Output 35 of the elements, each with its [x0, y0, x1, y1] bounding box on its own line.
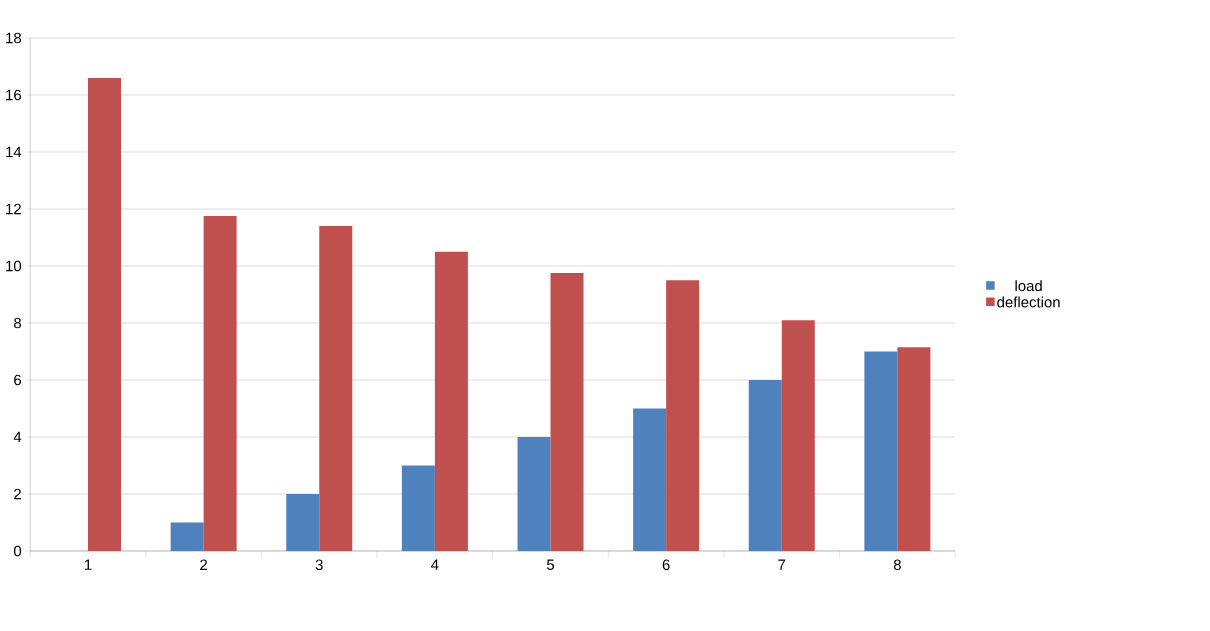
bar: [748, 379, 782, 551]
bar: [633, 408, 667, 551]
y-tick-label: 2: [14, 488, 21, 500]
y-tick-label: 10: [6, 260, 22, 272]
y-tick-label: 4: [13, 431, 22, 443]
bar: [550, 273, 584, 551]
y-tick-label: 16: [6, 89, 22, 101]
bar: [897, 347, 931, 551]
x-tick-label: 2: [200, 559, 208, 570]
y-tick-label: 0: [13, 545, 22, 557]
bar: [781, 320, 815, 551]
x-tick-label: 7: [778, 559, 786, 570]
x-tick-label: 1: [84, 559, 92, 570]
bar: [434, 251, 468, 551]
y-tick-label: 8: [14, 317, 22, 329]
bar: [401, 465, 435, 551]
bar: [170, 522, 204, 551]
x-tick-label: 8: [893, 559, 901, 571]
bar: [203, 216, 237, 551]
y-tick-label: 6: [14, 374, 22, 386]
x-tick-label: 4: [431, 559, 439, 570]
bar: [517, 436, 551, 551]
legend-label: load: [1015, 280, 1042, 292]
bar: [864, 351, 898, 551]
bar: [319, 226, 353, 551]
y-tick-label: 14: [6, 146, 22, 158]
x-tick-label: 6: [662, 559, 670, 571]
bar: [88, 77, 122, 551]
y-tick-label: 18: [6, 32, 22, 44]
x-tick-label: 5: [546, 559, 555, 570]
bar: [286, 493, 320, 551]
x-tick-label: 3: [315, 559, 323, 571]
legend-label: deflection: [997, 296, 1060, 308]
bar: [666, 280, 700, 551]
y-tick-label: 12: [6, 203, 21, 215]
